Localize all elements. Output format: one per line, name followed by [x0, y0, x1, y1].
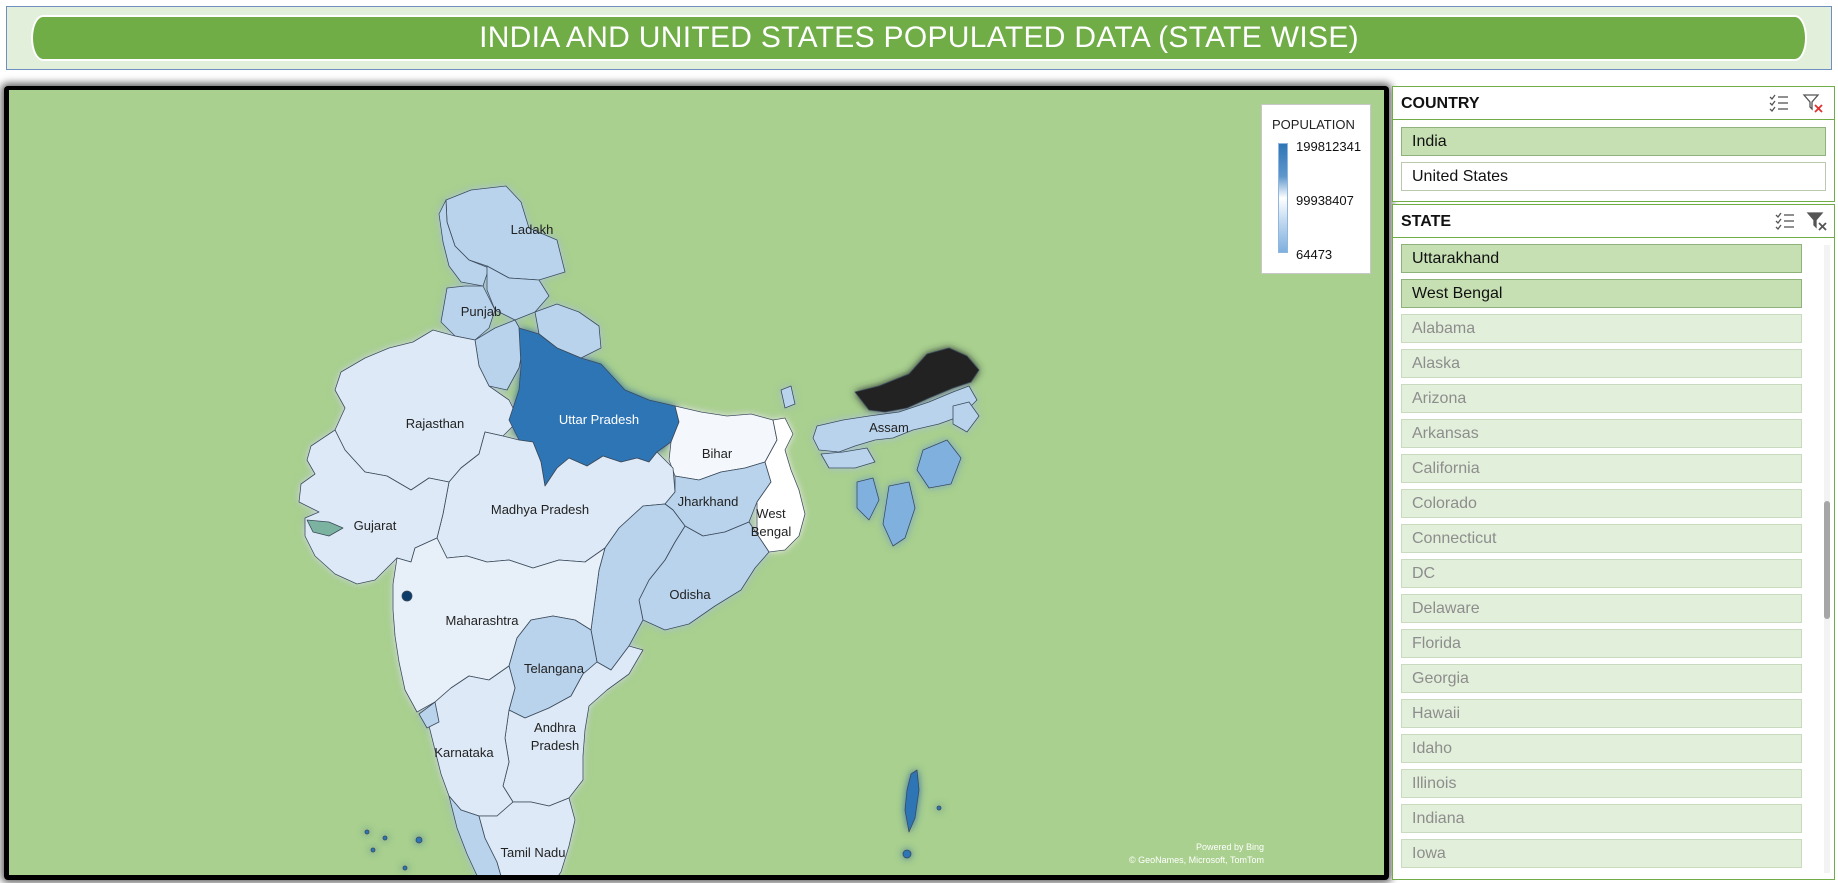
label-punjab: Punjab: [461, 304, 501, 319]
page-title: INDIA AND UNITED STATES POPULATED DATA (…: [479, 21, 1359, 54]
slicer-item-alabama[interactable]: Alabama: [1401, 314, 1802, 343]
attribution-sources: © GeoNames, Microsoft, TomTom: [1129, 855, 1264, 865]
slicer-item-united-states[interactable]: United States: [1401, 162, 1826, 191]
map-area[interactable]: Ladakh Punjab Rajasthan Uttar Pradesh Bi…: [9, 90, 1384, 875]
slicer-item-indiana[interactable]: Indiana: [1401, 804, 1802, 833]
region-manipur[interactable]: [916, 439, 962, 489]
legend-color-scale: [1278, 143, 1288, 253]
label-odisha: Odisha: [669, 587, 711, 602]
region-goa[interactable]: [418, 701, 440, 729]
region-west-bengal[interactable]: [756, 417, 806, 553]
label-rajasthan: Rajasthan: [406, 416, 465, 431]
region-sikkim[interactable]: [780, 385, 796, 409]
label-karnataka: Karnataka: [434, 745, 494, 760]
region-lakshadweep: [382, 835, 388, 841]
map-legend: POPULATION 199812341 99938407 64473: [1261, 104, 1371, 274]
region-lakshadweep: [415, 836, 423, 844]
slicer-item-arkansas[interactable]: Arkansas: [1401, 419, 1802, 448]
slicer-item-florida[interactable]: Florida: [1401, 629, 1802, 658]
label-andhra-pradesh: Pradesh: [531, 738, 579, 753]
label-andhra-pradesh: Andhra: [534, 720, 577, 735]
india-map[interactable]: Ladakh Punjab Rajasthan Uttar Pradesh Bi…: [9, 90, 1384, 875]
slicer-item-connecticut[interactable]: Connecticut: [1401, 524, 1802, 553]
country-slicer-title: COUNTRY: [1401, 95, 1480, 112]
slicer-item-iowa[interactable]: Iowa: [1401, 839, 1802, 868]
country-slicer: COUNTRY India United States: [1392, 86, 1835, 202]
slicer-item-alaska[interactable]: Alaska: [1401, 349, 1802, 378]
slicer-item-idaho[interactable]: Idaho: [1401, 734, 1802, 763]
region-andaman-islands[interactable]: [904, 769, 920, 833]
region-tripura[interactable]: [856, 477, 880, 521]
region-karnataka[interactable]: [428, 665, 516, 817]
label-gujarat: Gujarat: [354, 518, 397, 533]
slicer-item-west-bengal[interactable]: West Bengal: [1401, 279, 1802, 308]
legend-max: 199812341: [1296, 139, 1362, 154]
slicer-item-georgia[interactable]: Georgia: [1401, 664, 1802, 693]
region-punjab[interactable]: [440, 285, 496, 341]
map-chart[interactable]: Ladakh Punjab Rajasthan Uttar Pradesh Bi…: [4, 86, 1389, 880]
region-lakshadweep: [370, 847, 376, 853]
region-assam[interactable]: [812, 385, 978, 453]
label-madhya-pradesh: Madhya Pradesh: [491, 502, 589, 517]
clear-filter-icon[interactable]: [1806, 211, 1828, 231]
state-scrollbar[interactable]: [1824, 245, 1830, 873]
region-island: [902, 849, 912, 859]
slicer-item-illinois[interactable]: Illinois: [1401, 769, 1802, 798]
label-bihar: Bihar: [702, 446, 733, 461]
region-meghalaya[interactable]: [820, 447, 876, 469]
region-lakshadweep: [364, 829, 370, 835]
label-telangana: Telangana: [524, 661, 585, 676]
state-slicer-title: STATE: [1401, 213, 1452, 230]
clear-filter-icon[interactable]: [1802, 93, 1824, 113]
country-slicer-header: COUNTRY: [1393, 87, 1834, 120]
slicer-item-colorado[interactable]: Colorado: [1401, 489, 1802, 518]
region-kerala[interactable]: [448, 795, 505, 875]
state-item-list: Uttarakhand West Bengal Alabama Alaska Arizo…: [1393, 238, 1834, 879]
state-slicer-header: STATE: [1393, 205, 1834, 238]
slicer-item-delaware[interactable]: Delaware: [1401, 594, 1802, 623]
legend-title: POPULATION: [1272, 117, 1355, 132]
state-slicer: STATE Uttarakhand West Bengal Alabama Alask…: [1392, 204, 1835, 880]
slicer-item-california[interactable]: California: [1401, 454, 1802, 483]
region-nagaland[interactable]: [952, 401, 980, 433]
label-tamil-nadu: Tamil Nadu: [500, 845, 565, 860]
label-maharashtra: Maharashtra: [446, 613, 520, 628]
legend-min: 64473: [1296, 247, 1333, 262]
slicer-item-dc[interactable]: DC: [1401, 559, 1802, 588]
title-banner: INDIA AND UNITED STATES POPULATED DATA (…: [6, 6, 1832, 70]
region-mizoram[interactable]: [882, 481, 916, 547]
legend-mid: 99938407: [1296, 193, 1354, 208]
slicer-item-india[interactable]: India: [1401, 127, 1826, 156]
label-west-bengal: West: [756, 506, 786, 521]
label-jharkhand: Jharkhand: [678, 494, 739, 509]
multi-select-icon[interactable]: [1768, 93, 1790, 113]
title-bar: INDIA AND UNITED STATES POPULATED DATA (…: [31, 15, 1807, 61]
slicer-item-arizona[interactable]: Arizona: [1401, 384, 1802, 413]
region-tamil-nadu[interactable]: [478, 797, 576, 875]
multi-select-icon[interactable]: [1774, 211, 1796, 231]
label-uttar-pradesh: Uttar Pradesh: [559, 412, 639, 427]
region-lakshadweep: [402, 865, 408, 871]
label-assam: Assam: [869, 420, 909, 435]
label-west-bengal: Bengal: [751, 524, 792, 539]
slicer-item-uttarakhand[interactable]: Uttarakhand: [1401, 244, 1802, 273]
attribution-bing: Powered by Bing: [1195, 842, 1264, 852]
region-kutch-gulf: [306, 519, 344, 537]
region-island: [936, 805, 942, 811]
region-gujarat[interactable]: [298, 429, 450, 585]
region-mumbai: [401, 590, 413, 602]
label-ladakh: Ladakh: [511, 222, 554, 237]
slicer-item-hawaii[interactable]: Hawaii: [1401, 699, 1802, 728]
region-arunachal-pradesh[interactable]: [854, 347, 980, 413]
scrollbar-thumb[interactable]: [1824, 501, 1830, 619]
